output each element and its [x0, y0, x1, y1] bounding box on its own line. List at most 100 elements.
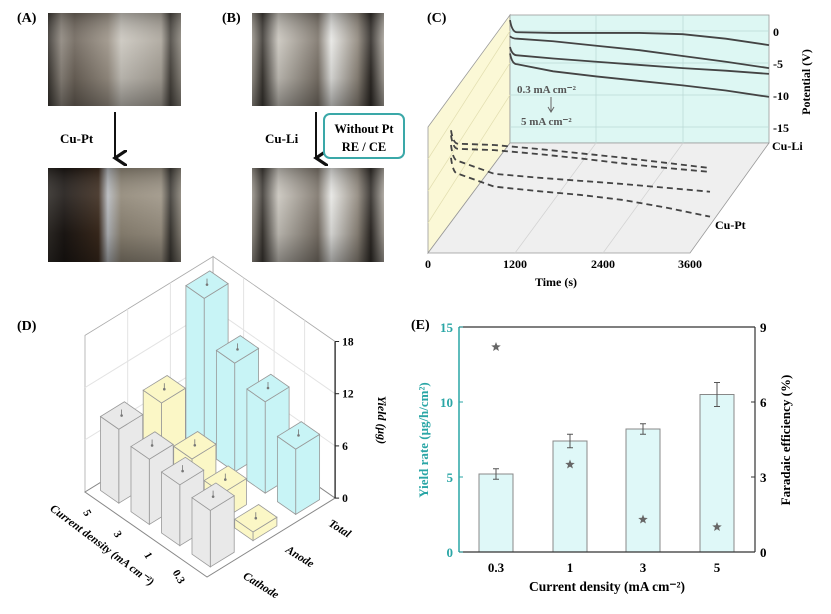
- x-tick-label: 1: [567, 560, 574, 575]
- axes: 0 5 10 15 0 3 6 9 0.3 1 3 5 Current density (mA cm⁻²…: [416, 320, 793, 594]
- panel-d-label: (D): [17, 319, 37, 334]
- x-tick-label: 1200: [503, 257, 527, 271]
- y2-tick-label: 0: [760, 545, 767, 560]
- gridline: [427, 94, 511, 224]
- y-tick-label: 10: [440, 395, 453, 410]
- cu-li-label: Cu-Li: [265, 131, 299, 146]
- x-tick-label: 3: [640, 560, 647, 575]
- photo-before-cu-pt: [48, 13, 181, 106]
- y-tick-label: 5: [447, 470, 454, 485]
- panel-b-label: (B): [222, 11, 241, 26]
- bar-anode: [233, 504, 278, 542]
- plane-label-cu-pt: Cu-Pt: [715, 218, 746, 232]
- star-marker: [638, 514, 648, 524]
- x-axis-title: Current density (mA cm⁻²): [529, 579, 685, 594]
- photo-before-cu-li: [252, 13, 384, 106]
- series-line-cu-pt: [450, 144, 711, 193]
- note-box: [323, 113, 405, 159]
- stars: [491, 342, 722, 532]
- star-marker: [712, 522, 722, 532]
- note-line-2: RE / CE: [342, 140, 386, 154]
- x-tick-label: 1: [141, 550, 154, 561]
- y-tick-label: 15: [440, 320, 454, 335]
- x-tick-label: 0: [425, 257, 431, 271]
- x-tick-label: 5: [80, 508, 93, 519]
- panel-b: (B) Cu-Li Without Pt RE / CE: [222, 11, 405, 262]
- bar: [552, 440, 588, 553]
- series-line-cu-pt: [450, 157, 711, 218]
- annotation-bottom: 5 mA cm⁻²: [521, 116, 572, 128]
- error-bar: [493, 468, 499, 480]
- z-tick-label: 6: [342, 441, 348, 453]
- note-line-1: Without Pt: [334, 122, 394, 136]
- y-tick-label: -15: [773, 121, 789, 135]
- y2-axis-title: Faradaic efficiency (%): [778, 375, 793, 506]
- gridline: [514, 142, 597, 254]
- panel-a: (A) Cu-Pt: [17, 11, 181, 262]
- bar-total: [276, 421, 321, 516]
- panel-e-chart: (E) 0 5 10 15 0 3 6 9 0.3 1 3 5 Current density (mA …: [411, 318, 793, 594]
- cu-pt-label: Cu-Pt: [60, 131, 94, 146]
- x-tick-label: 3: [111, 529, 124, 540]
- x-tick-label: 3600: [678, 257, 702, 271]
- x-tick-label: 2400: [591, 257, 615, 271]
- y-axis-title: Potential (V): [799, 49, 813, 115]
- z-tick-label: 12: [342, 389, 354, 401]
- series-line-cu-li: [509, 53, 770, 98]
- bar-face: [276, 435, 297, 516]
- bar-face: [215, 349, 236, 473]
- error-marker: [266, 386, 270, 390]
- panel-e-label: (E): [411, 318, 430, 333]
- error-bar: [567, 433, 573, 449]
- bar-face: [130, 445, 150, 526]
- group-label-total: Total: [326, 518, 353, 541]
- photo-after-cu-pt: [48, 168, 181, 262]
- x-tick-label: 0.3: [170, 568, 188, 586]
- photo-after-cu-li: [252, 168, 384, 262]
- panel-c-label: (C): [427, 11, 447, 26]
- panel-c-chart: (C) 0 -5 -10 -15 Potential (V) Cu-Li Cu-…: [425, 11, 813, 289]
- bar-face: [100, 415, 120, 504]
- error-bar: [640, 423, 646, 435]
- bars: [478, 382, 735, 553]
- bar: [478, 473, 514, 553]
- star-marker: [491, 342, 501, 352]
- group-label-cathode: Cathode: [241, 570, 281, 601]
- gridline: [427, 62, 511, 192]
- y2-tick-label: 6: [760, 395, 767, 410]
- error-marker: [193, 443, 197, 447]
- x-tick-label: 0.3: [488, 560, 505, 575]
- error-marker: [150, 444, 154, 447]
- annotation-top: 0.3 mA cm⁻²: [517, 84, 577, 96]
- error-bar: [714, 382, 720, 407]
- series-lines: [450, 19, 770, 218]
- y-tick-label: -10: [773, 89, 789, 103]
- z-tick-label: 18: [342, 337, 354, 349]
- gridline: [427, 30, 511, 160]
- series-line-cu-li: [509, 35, 770, 70]
- series-line-cu-pt: [450, 135, 711, 173]
- star-marker: [565, 459, 575, 469]
- series-line-cu-li: [509, 19, 770, 46]
- y-tick-label: -5: [773, 57, 783, 71]
- series-line-cu-li: [509, 46, 770, 75]
- error-marker: [120, 414, 123, 417]
- y-axis-title: Yield rate (μg/h/cm²): [416, 382, 431, 497]
- bar-face: [246, 388, 266, 494]
- y-tick-label: 0: [773, 25, 779, 39]
- y2-tick-label: 9: [760, 320, 767, 335]
- bar-face: [185, 284, 205, 452]
- panel-a-label: (A): [17, 11, 37, 26]
- bar: [625, 428, 661, 553]
- series-line-cu-pt: [450, 130, 711, 169]
- back-wall: [509, 14, 770, 144]
- error-marker: [163, 387, 166, 391]
- y-tick-label: 0: [447, 545, 454, 560]
- bars: [99, 270, 321, 568]
- grid: [427, 15, 769, 254]
- x-tick-label: 5: [714, 560, 721, 575]
- bar-cathode: [191, 482, 235, 568]
- plane-label-cu-li: Cu-Li: [772, 139, 803, 153]
